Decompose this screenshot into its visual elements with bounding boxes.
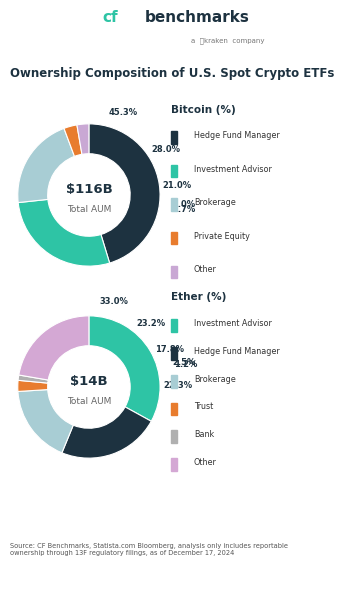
Wedge shape <box>19 316 89 380</box>
FancyBboxPatch shape <box>171 199 177 211</box>
FancyBboxPatch shape <box>171 165 177 177</box>
Text: 2.5%: 2.5% <box>172 358 196 367</box>
Text: Source: CF Benchmarks, Statista.com Bloomberg, analysis only includes reportable: Source: CF Benchmarks, Statista.com Bloo… <box>10 543 288 556</box>
Text: Trust: Trust <box>194 403 213 412</box>
Text: Total AUM: Total AUM <box>67 205 111 214</box>
Text: a  Ⓜkraken  company: a Ⓜkraken company <box>191 38 264 44</box>
Wedge shape <box>77 124 89 154</box>
Wedge shape <box>89 124 160 263</box>
FancyBboxPatch shape <box>171 319 177 332</box>
Wedge shape <box>18 128 75 203</box>
Text: $14B: $14B <box>70 375 108 388</box>
Text: Hedge Fund Manager: Hedge Fund Manager <box>194 131 280 140</box>
Wedge shape <box>89 316 160 421</box>
Wedge shape <box>18 389 73 453</box>
Text: Bitcoin (%): Bitcoin (%) <box>171 105 236 115</box>
Text: Brokerage: Brokerage <box>194 198 236 207</box>
Text: Brokerage: Brokerage <box>194 375 236 384</box>
Text: 17.8%: 17.8% <box>155 345 184 354</box>
Text: Other: Other <box>194 265 217 274</box>
FancyBboxPatch shape <box>171 347 177 360</box>
Wedge shape <box>18 375 48 383</box>
Wedge shape <box>64 125 82 157</box>
Text: 22.3%: 22.3% <box>163 381 193 390</box>
Text: Total AUM: Total AUM <box>67 397 111 406</box>
Text: 3.0%: 3.0% <box>173 200 196 209</box>
FancyBboxPatch shape <box>171 403 177 415</box>
Text: 1.2%: 1.2% <box>174 360 198 369</box>
Text: cf: cf <box>103 10 118 25</box>
Text: benchmarks: benchmarks <box>144 10 249 25</box>
FancyBboxPatch shape <box>171 375 177 388</box>
Text: Other: Other <box>194 458 217 467</box>
Text: Ether (%): Ether (%) <box>171 292 226 302</box>
Text: 23.2%: 23.2% <box>137 319 166 328</box>
Wedge shape <box>18 380 48 391</box>
Text: Investment Advisor: Investment Advisor <box>194 164 272 173</box>
Text: 45.3%: 45.3% <box>109 109 138 118</box>
Text: Ownership Composition of U.S. Spot Crypto ETFs: Ownership Composition of U.S. Spot Crypt… <box>10 67 334 80</box>
Text: Investment Advisor: Investment Advisor <box>194 319 272 328</box>
Text: 21.0%: 21.0% <box>163 181 192 190</box>
Wedge shape <box>18 199 110 266</box>
FancyBboxPatch shape <box>171 430 177 443</box>
Wedge shape <box>62 407 151 458</box>
Text: 28.0%: 28.0% <box>151 145 180 154</box>
FancyBboxPatch shape <box>171 458 177 471</box>
Text: 2.7%: 2.7% <box>172 205 196 214</box>
Text: 33.0%: 33.0% <box>100 297 129 306</box>
FancyBboxPatch shape <box>171 266 177 278</box>
Text: Hedge Fund Manager: Hedge Fund Manager <box>194 347 280 356</box>
Text: Bank: Bank <box>194 430 214 439</box>
FancyBboxPatch shape <box>171 131 177 143</box>
FancyBboxPatch shape <box>171 232 177 244</box>
Text: Private Equity: Private Equity <box>194 232 250 241</box>
Text: $116B: $116B <box>66 183 112 196</box>
